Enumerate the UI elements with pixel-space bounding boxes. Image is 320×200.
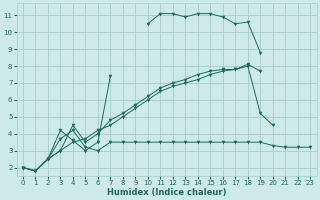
- X-axis label: Humidex (Indice chaleur): Humidex (Indice chaleur): [107, 188, 226, 197]
